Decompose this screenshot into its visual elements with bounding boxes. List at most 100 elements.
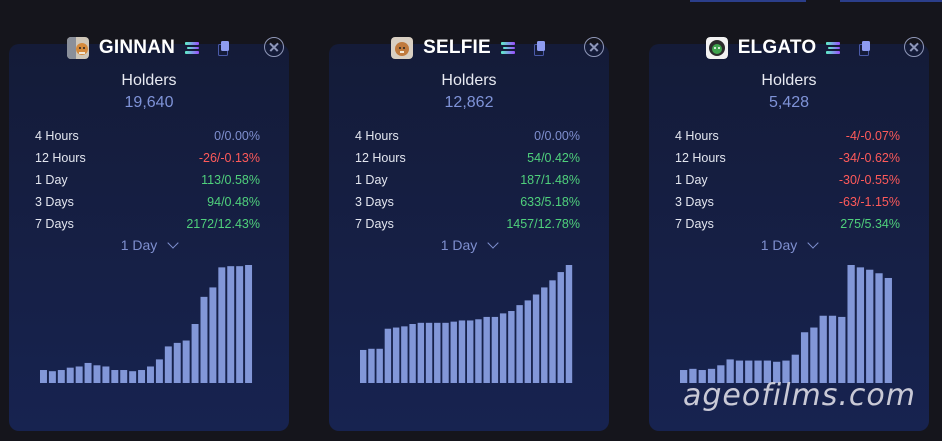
stat-value: 1457/12.78% [506,217,580,231]
stat-label: 12 Hours [355,151,406,165]
chart-bar [717,365,725,383]
chart-bar [698,370,706,383]
chart-bar [884,277,892,383]
holders-bar-chart [680,265,892,383]
stat-row: 7 Days 275/5.34% [675,213,900,235]
copy-icon[interactable] [533,41,547,56]
chart-bar [800,332,809,383]
chart-bar [491,316,499,383]
watermark: ageofilms.com [683,378,916,413]
chart-bar [726,359,734,383]
chart-bar [483,316,490,383]
top-tab-indicator-1 [690,0,806,2]
chart-bar [763,360,771,383]
stat-label: 7 Days [35,217,74,231]
stat-value: -63/-1.15% [838,195,900,209]
stat-label: 4 Hours [35,129,79,143]
stat-label: 7 Days [675,217,714,231]
chart-bar [866,269,874,383]
chart-bar [810,327,818,383]
chart-bar [84,362,92,383]
period-label: 1 Day [440,237,478,253]
chart-bar [155,359,163,383]
stat-row: 3 Days 94/0.48% [35,191,260,213]
stat-value: 187/1.48% [520,173,580,187]
chart-bar [745,360,753,383]
token-avatar-icon [391,37,414,59]
chart-bar [75,366,83,383]
chart-bar [173,342,181,383]
stat-label: 1 Day [35,173,68,187]
holder-stats: 4 Hours -4/-0.07% 12 Hours -34/-0.62% 1 Da… [675,125,900,235]
chart-bar [245,265,253,383]
chart-bar [442,322,449,383]
chart-bar [417,322,425,383]
chart-bar [111,370,119,383]
chart-bar [129,371,137,383]
chart-bar [875,273,883,383]
solana-icon [500,42,515,54]
close-icon[interactable] [584,37,604,57]
chart-bar [182,340,190,383]
chart-bar [557,272,564,383]
holder-stats: 4 Hours 0/0.00% 12 Hours -26/-0.13% 1 Day 1… [35,125,260,235]
close-icon[interactable] [904,37,924,57]
stat-value: 275/5.34% [840,217,900,231]
stat-value: 94/0.48% [207,195,260,209]
chart-bar [532,294,540,383]
stat-value: 0/0.00% [534,129,580,143]
chart-bar [754,360,762,383]
chart-bar [541,287,548,383]
close-icon[interactable] [264,37,284,57]
chart-bar [66,367,74,383]
stat-row: 4 Hours 0/0.00% [355,125,580,147]
period-label: 1 Day [120,237,158,253]
period-dropdown[interactable]: 1 Day [9,237,289,253]
stat-value: 0/0.00% [214,129,260,143]
chart-bar [856,267,865,383]
chart-bar [200,296,208,383]
chart-bar [508,311,515,383]
card-header: ELGATO [649,34,929,62]
copy-icon[interactable] [858,41,872,56]
chart-bar [680,370,688,383]
chart-bar [434,322,441,383]
stat-value: 54/0.42% [527,151,580,165]
stat-row: 12 Hours -34/-0.62% [675,147,900,169]
holders-bar-chart [360,265,573,383]
stat-label: 3 Days [355,195,394,209]
chart-bar [40,370,47,383]
stat-row: 12 Hours -26/-0.13% [35,147,260,169]
chart-bar [458,320,466,383]
period-dropdown[interactable]: 1 Day [649,237,929,253]
holders-label: Holders [761,72,817,89]
chart-bar [409,324,416,383]
chart-bar [57,370,65,383]
chart-bar [384,328,392,383]
period-dropdown[interactable]: 1 Day [329,237,609,253]
stat-value: -34/-0.62% [838,151,900,165]
copy-icon[interactable] [217,41,231,56]
stat-row: 12 Hours 54/0.42% [355,147,580,169]
chart-bar [707,368,716,383]
chart-bar [847,265,855,383]
chart-bar [499,313,507,383]
token-name: ELGATO [737,37,817,58]
chart-bar [376,348,383,383]
stat-value: 633/5.18% [520,195,580,209]
chart-bar [782,360,790,383]
holders-label: Holders [441,72,497,89]
stat-value: 113/0.58% [201,173,260,187]
stat-label: 3 Days [35,195,74,209]
chart-bar [516,305,523,383]
chart-bar [450,321,457,383]
card-header: GINNAN [9,34,289,62]
stat-row: 1 Day 113/0.58% [35,169,260,191]
holders-count: 5,428 [768,94,810,111]
holders-count: 19,640 [124,94,174,111]
chart-bar [828,315,837,383]
chart-bar [475,319,482,383]
chart-bar [401,326,408,383]
chart-bar [164,346,172,383]
chart-bar [735,360,744,383]
